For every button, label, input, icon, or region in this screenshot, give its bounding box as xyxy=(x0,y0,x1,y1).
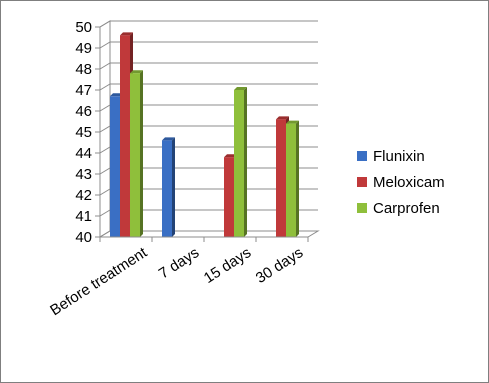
bar-top xyxy=(110,93,123,97)
legend-label: Meloxicam xyxy=(373,174,445,191)
y-tick-label: 47 xyxy=(75,82,92,99)
bar-carprofen xyxy=(286,120,299,237)
bar-front xyxy=(110,96,120,237)
legend-swatch xyxy=(357,203,367,213)
legend: Flunixin Meloxicam Carprofen xyxy=(357,148,445,217)
gridline xyxy=(99,41,318,49)
gridline xyxy=(99,83,318,91)
bar-top xyxy=(286,120,299,124)
legend-item: Meloxicam xyxy=(357,174,445,191)
y-tick-label: 50 xyxy=(75,19,92,36)
y-tick-label: 48 xyxy=(75,61,92,78)
legend-swatch xyxy=(357,151,367,161)
bar-front xyxy=(234,90,244,237)
legend-label: Carprofen xyxy=(373,200,440,217)
y-tick-label: 45 xyxy=(75,124,92,141)
bar-side xyxy=(140,70,143,237)
bar-front xyxy=(130,73,140,237)
bar-front xyxy=(120,35,130,238)
y-tick-label: 41 xyxy=(75,208,92,225)
bar-top xyxy=(130,70,143,74)
bar-front xyxy=(286,123,296,237)
legend-label: Flunixin xyxy=(373,148,425,165)
bar-side xyxy=(172,137,175,237)
bar-top xyxy=(234,87,247,90)
bar-front xyxy=(276,119,286,237)
bar-top xyxy=(162,137,175,141)
gridline xyxy=(99,20,318,28)
bar-top xyxy=(224,154,237,158)
y-tick-label: 43 xyxy=(75,166,92,183)
legend-item: Carprofen xyxy=(357,200,440,217)
bar-carprofen xyxy=(130,70,143,237)
bar-front xyxy=(162,140,172,237)
gridline xyxy=(99,62,318,70)
bar-side xyxy=(296,120,299,237)
bars xyxy=(110,32,299,238)
bar-flunixin xyxy=(162,137,175,237)
bar-carprofen xyxy=(234,87,247,237)
y-tick-label: 46 xyxy=(75,103,92,120)
y-tick-label: 40 xyxy=(75,229,92,246)
y-tick-labels: 40 41 42 43 44 45 46 47 48 49 50 xyxy=(75,19,92,246)
bar-top xyxy=(120,32,133,36)
axes xyxy=(95,26,309,242)
legend-swatch xyxy=(357,177,367,187)
bar-side xyxy=(244,87,247,237)
y-tick-label: 42 xyxy=(75,187,92,204)
y-tick-label: 44 xyxy=(75,145,92,162)
y-tick-label: 49 xyxy=(75,40,92,57)
bar-front xyxy=(224,157,234,237)
legend-item: Flunixin xyxy=(357,148,425,165)
bar-top xyxy=(276,116,289,120)
